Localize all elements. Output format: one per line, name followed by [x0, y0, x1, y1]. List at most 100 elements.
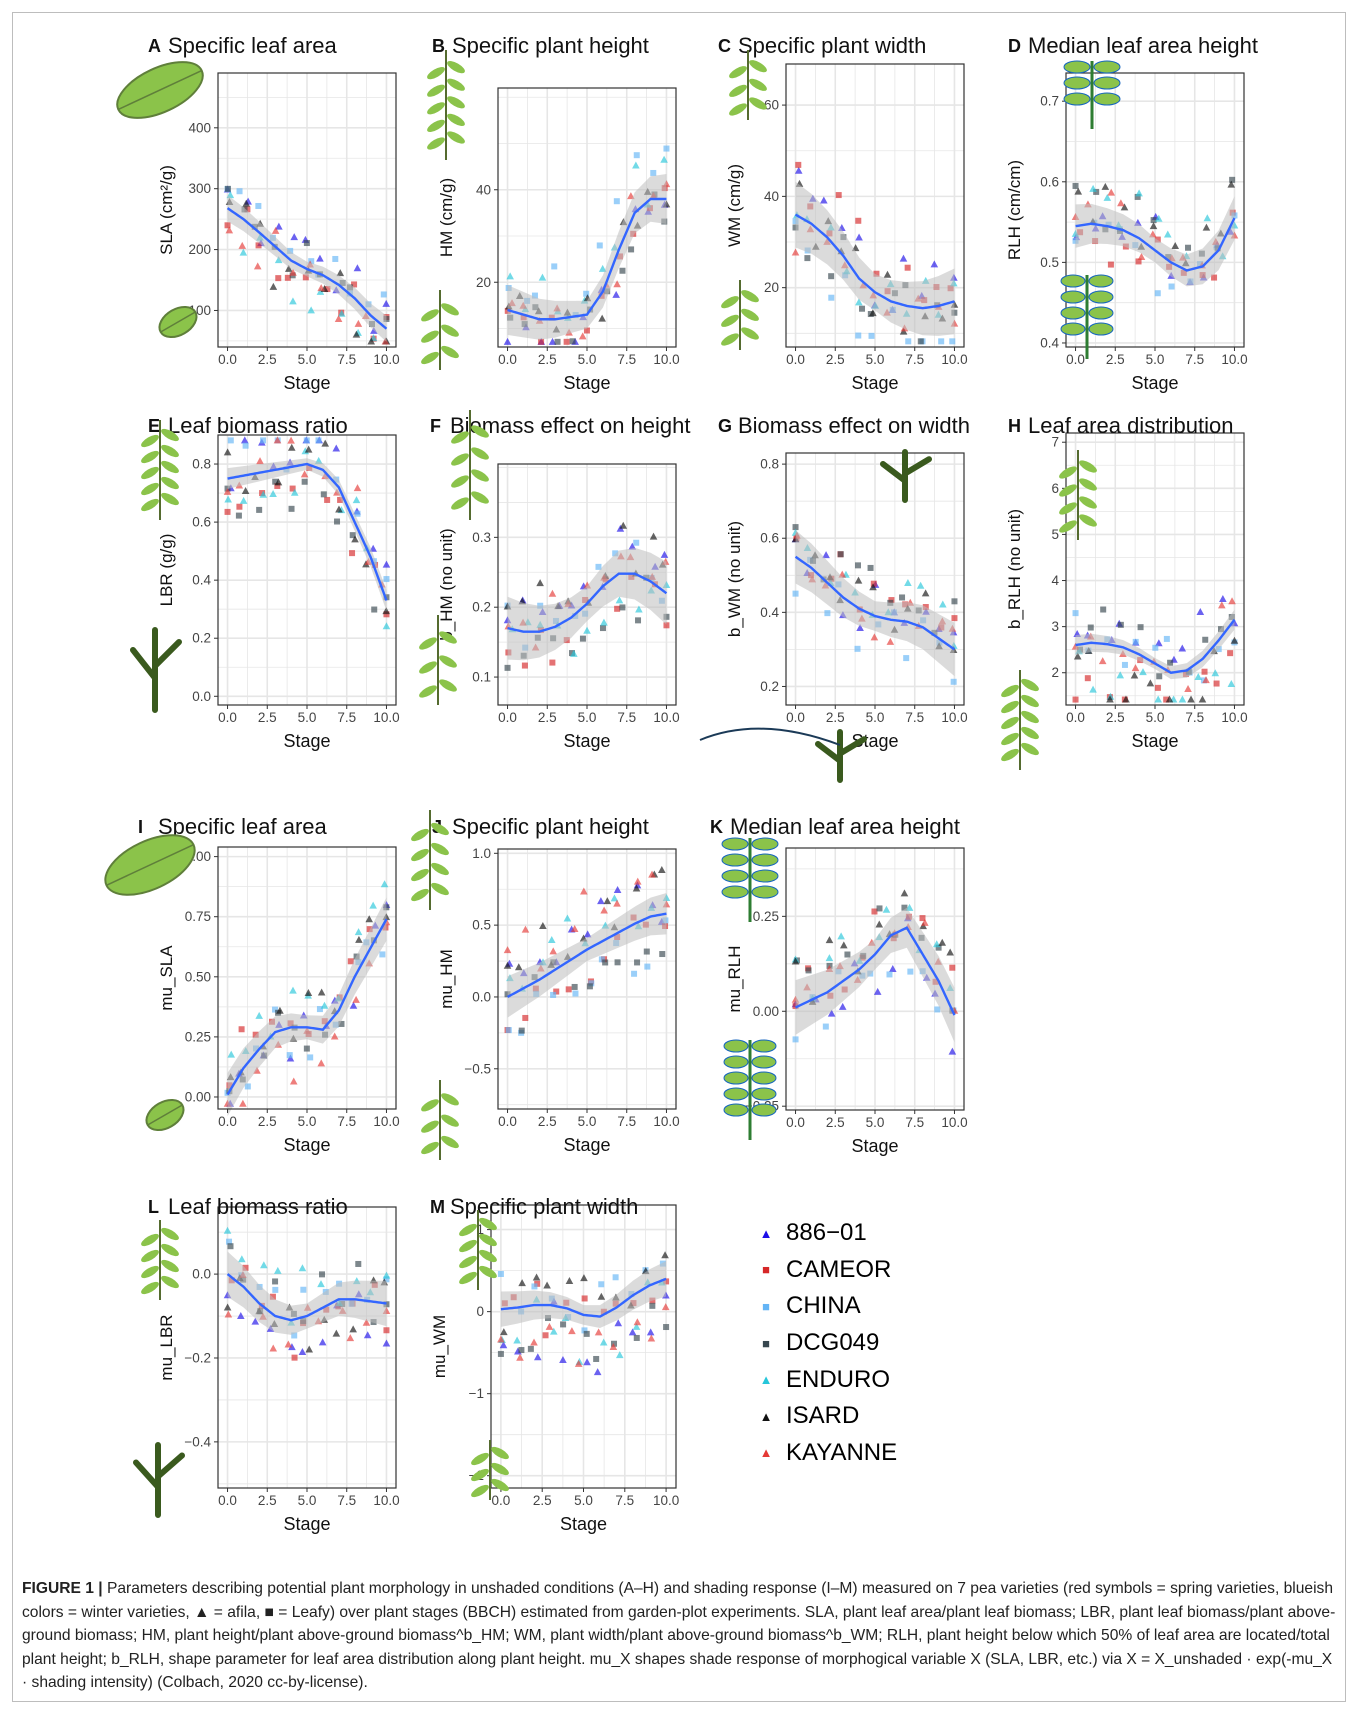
- data-point: [634, 959, 641, 966]
- data-point: [521, 662, 528, 669]
- data-point: [583, 1330, 590, 1337]
- data-point: [804, 255, 811, 262]
- square-marker-icon: ■: [762, 1335, 770, 1351]
- data-point: [661, 1303, 670, 1311]
- plant-illustration: [1060, 274, 1114, 359]
- data-point: [597, 1292, 606, 1300]
- data-point: [319, 1271, 326, 1278]
- data-point: [901, 904, 908, 911]
- square-marker-icon: ■: [762, 1262, 770, 1278]
- data-point: [886, 971, 893, 978]
- data-point: [349, 1001, 358, 1009]
- legend-label: ISARD: [786, 1402, 860, 1430]
- data-point: [600, 906, 608, 914]
- data-point: [854, 562, 861, 569]
- data-point: [791, 957, 800, 965]
- data-point: [647, 1334, 656, 1342]
- data-point: [870, 633, 879, 641]
- x-tick-label: 10.0: [653, 1114, 679, 1129]
- y-tick-label: 0.7: [1040, 94, 1059, 109]
- smooth-line: [795, 926, 956, 1016]
- data-point: [317, 284, 325, 292]
- data-point: [531, 1283, 538, 1290]
- x-axis-label: Stage: [851, 1136, 898, 1156]
- data-point: [633, 877, 642, 885]
- y-tick-label: 1.0: [472, 846, 491, 861]
- data-point: [335, 505, 343, 513]
- data-point: [614, 605, 621, 612]
- data-point: [284, 1340, 293, 1348]
- data-point: [1187, 695, 1195, 703]
- panel-title: Leaf biomass ratio: [168, 413, 348, 438]
- data-point: [318, 1338, 327, 1346]
- data-point: [1089, 685, 1097, 693]
- data-point: [586, 983, 593, 990]
- data-point: [271, 226, 280, 234]
- plant-illustration: [411, 810, 449, 910]
- y-axis-label: mu_LBR: [157, 1314, 176, 1380]
- y-axis-label: SLA (cm²/g): [157, 165, 176, 255]
- x-tick-label: 0.0: [786, 352, 805, 367]
- data-point: [1117, 199, 1125, 207]
- data-point: [663, 145, 670, 152]
- data-point: [1137, 252, 1146, 260]
- data-point: [272, 1278, 279, 1285]
- data-point: [949, 964, 956, 971]
- data-point: [316, 254, 324, 262]
- data-point: [869, 583, 877, 591]
- data-point: [504, 664, 511, 671]
- x-tick-label: 5.0: [578, 1114, 597, 1129]
- data-point: [633, 152, 640, 159]
- data-point: [1072, 182, 1079, 189]
- x-tick-label: 10.0: [1221, 710, 1247, 725]
- data-point: [383, 611, 390, 618]
- data-point: [530, 1338, 538, 1346]
- data-point: [382, 607, 391, 615]
- y-tick-label: 60: [764, 98, 779, 113]
- data-point: [244, 1083, 251, 1090]
- x-tick-label: 2.5: [258, 1493, 277, 1508]
- x-tick-label: 7.5: [905, 1115, 924, 1130]
- data-point: [223, 1303, 232, 1311]
- x-tick-label: 5.0: [866, 352, 885, 367]
- data-point: [1228, 597, 1236, 605]
- data-point: [242, 1264, 249, 1271]
- triangle-marker-icon: ▲: [759, 1372, 773, 1388]
- plant-illustration: [419, 615, 457, 705]
- smooth-line: [500, 1277, 667, 1318]
- data-point: [518, 1027, 525, 1034]
- data-point: [290, 233, 299, 241]
- plant-illustration: [471, 1440, 509, 1500]
- data-point: [580, 1274, 588, 1282]
- data-point: [792, 524, 799, 531]
- data-point: [859, 305, 866, 312]
- x-axis-label: Stage: [283, 373, 330, 393]
- y-tick-label: 0.5: [1040, 255, 1059, 270]
- y-tick-label: 1: [476, 1222, 484, 1237]
- x-tick-label: 2.5: [538, 1114, 557, 1129]
- data-point: [615, 1351, 624, 1359]
- x-tick-label: 7.5: [1185, 710, 1204, 725]
- data-point: [1156, 673, 1163, 680]
- data-point: [298, 1264, 307, 1272]
- data-point: [600, 618, 608, 626]
- data-point: [543, 1281, 551, 1289]
- data-point: [619, 604, 626, 611]
- data-point: [1219, 594, 1227, 602]
- data-point: [288, 1343, 296, 1351]
- x-tick-label: 5.0: [298, 1493, 317, 1508]
- data-point: [382, 560, 391, 568]
- data-point: [1168, 283, 1175, 290]
- data-point: [935, 944, 942, 951]
- data-point: [619, 267, 626, 274]
- data-point: [287, 436, 295, 444]
- panel-m: 0.02.55.07.510.0−2−101Stagemu_WMMSpecifi…: [430, 1194, 679, 1534]
- data-point: [365, 915, 374, 923]
- confidence-ribbon: [507, 892, 667, 1018]
- smooth-line: [226, 1273, 387, 1322]
- data-point: [1163, 230, 1172, 238]
- panel-f: 0.0 2.5 5.0 7.5 10.0 0.1 0.2 0.3 Stage b_HM (no u…: [430, 413, 691, 751]
- data-point: [550, 991, 557, 998]
- x-tick-label: 0.0: [218, 1493, 237, 1508]
- y-tick-label: −0.4: [184, 1434, 211, 1449]
